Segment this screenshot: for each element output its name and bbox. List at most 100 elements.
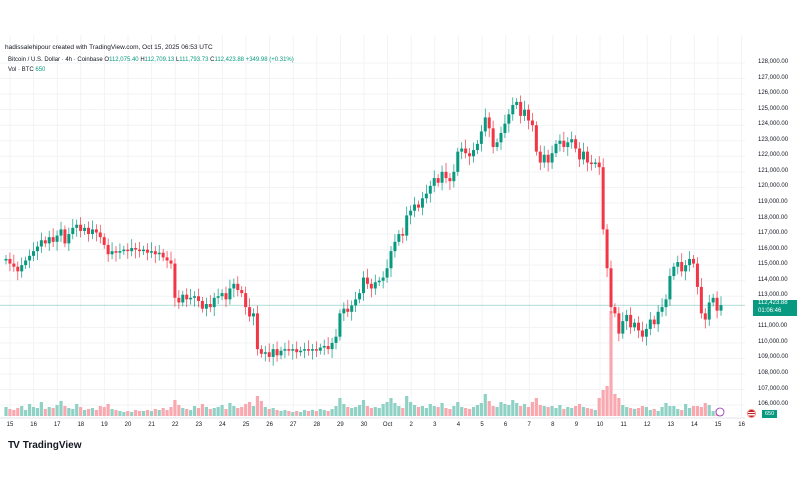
tradingview-logo[interactable]: TV TradingView	[8, 440, 82, 451]
tradingview-logo-icon: TV	[8, 440, 20, 451]
volume-bar	[554, 408, 558, 416]
candle-body	[703, 313, 707, 320]
time-tick-label: 4	[456, 422, 461, 428]
volume-bar	[621, 405, 625, 416]
candle-body	[287, 349, 291, 351]
volume-bar	[47, 407, 51, 416]
candle-body	[633, 322, 637, 328]
candle-body	[63, 229, 67, 244]
candle-body	[538, 151, 542, 163]
candle-body	[114, 251, 118, 253]
volume-bar	[20, 406, 24, 416]
candle-body	[259, 349, 263, 354]
volume-bar	[102, 407, 106, 416]
candle-body	[468, 153, 472, 157]
volume-bar	[436, 407, 440, 416]
volume-bar	[444, 408, 448, 416]
candle-body	[511, 104, 515, 115]
volume-bar	[153, 409, 157, 416]
candle-body	[244, 293, 248, 308]
volume-bar	[157, 410, 161, 416]
price-tick-label: 125,000.00	[758, 105, 789, 112]
price-tick-label: 107,000.00	[758, 385, 789, 392]
volume-bar	[98, 406, 102, 416]
candle-body	[208, 304, 212, 308]
volume-bar	[79, 407, 83, 416]
volume-bar	[629, 408, 633, 416]
price-tick-label: 123,000.00	[758, 136, 789, 143]
candle-body	[362, 277, 365, 294]
volume-bar	[55, 405, 59, 416]
volume-bar	[90, 408, 95, 416]
volume-bar	[181, 408, 185, 416]
volume-bar	[577, 404, 582, 416]
time-tick-label: 18	[77, 422, 85, 428]
volume-bar	[302, 410, 307, 416]
plot-area	[0, 35, 745, 415]
volume-bar	[106, 404, 110, 416]
volume-bar	[503, 404, 507, 416]
volume-bar	[338, 398, 342, 416]
candle-body	[354, 299, 358, 306]
candle-body	[102, 237, 106, 245]
time-tick-label: 16	[30, 422, 37, 428]
volume-bar	[16, 408, 20, 416]
candle-body	[530, 120, 534, 126]
price-tick-label: 118,000.00	[758, 214, 788, 221]
volume-bar	[511, 400, 515, 416]
symbol-name: Bitcoin / U.S. Dollar · 4h · Coinbase	[8, 57, 103, 63]
candle-body	[424, 193, 428, 199]
candle-body	[83, 227, 87, 231]
volume-bar	[271, 408, 275, 416]
volume-bar	[491, 406, 495, 416]
volume-bar	[412, 405, 417, 416]
candle-countdown: 01:06:46	[758, 307, 782, 314]
candle-body	[464, 148, 468, 154]
volume-bar	[507, 405, 511, 416]
candle-body	[55, 235, 59, 242]
volume-bar	[680, 410, 684, 416]
candle-body	[440, 171, 444, 183]
volume-bar	[192, 406, 197, 416]
volume-bar	[695, 406, 700, 416]
candle-body	[413, 204, 417, 211]
candle-body	[432, 178, 436, 186]
time-tick-label: 24	[219, 422, 226, 428]
candle-body	[472, 150, 475, 157]
candle-body	[593, 162, 597, 165]
candle-body	[134, 248, 138, 250]
candle-body	[452, 171, 456, 182]
volume-bar	[691, 406, 696, 416]
volume-bar	[546, 407, 550, 416]
candle-body	[460, 148, 464, 152]
time-tick-label: 23	[195, 422, 203, 428]
candle-body	[122, 249, 126, 252]
volume-bar	[177, 405, 181, 416]
time-tick-label: 26	[266, 422, 273, 428]
candle-body	[252, 313, 255, 317]
volume-bar	[672, 406, 676, 416]
volume-bar	[71, 409, 75, 416]
volume-bar	[86, 409, 91, 416]
candle-body	[240, 290, 244, 294]
candle-body	[444, 171, 448, 179]
time-tick-label: 10	[596, 422, 604, 428]
volume-bar	[137, 411, 142, 416]
time-tick-label: 3	[433, 422, 437, 428]
candle-body	[499, 132, 503, 143]
candle-body	[318, 347, 322, 351]
volume-bar	[483, 394, 487, 416]
volume-bar	[711, 411, 715, 416]
volume-bar	[165, 410, 169, 416]
candle-body	[550, 153, 554, 163]
candle-body	[326, 346, 330, 350]
candle-body	[236, 283, 240, 291]
candle-body	[617, 313, 621, 334]
candle-body	[574, 139, 578, 149]
volume-bar	[114, 410, 118, 416]
volume-bar	[534, 398, 538, 416]
volume-bar	[236, 408, 240, 416]
volume-bar	[660, 407, 664, 416]
price-tick-label: 126,000.00	[758, 90, 789, 97]
